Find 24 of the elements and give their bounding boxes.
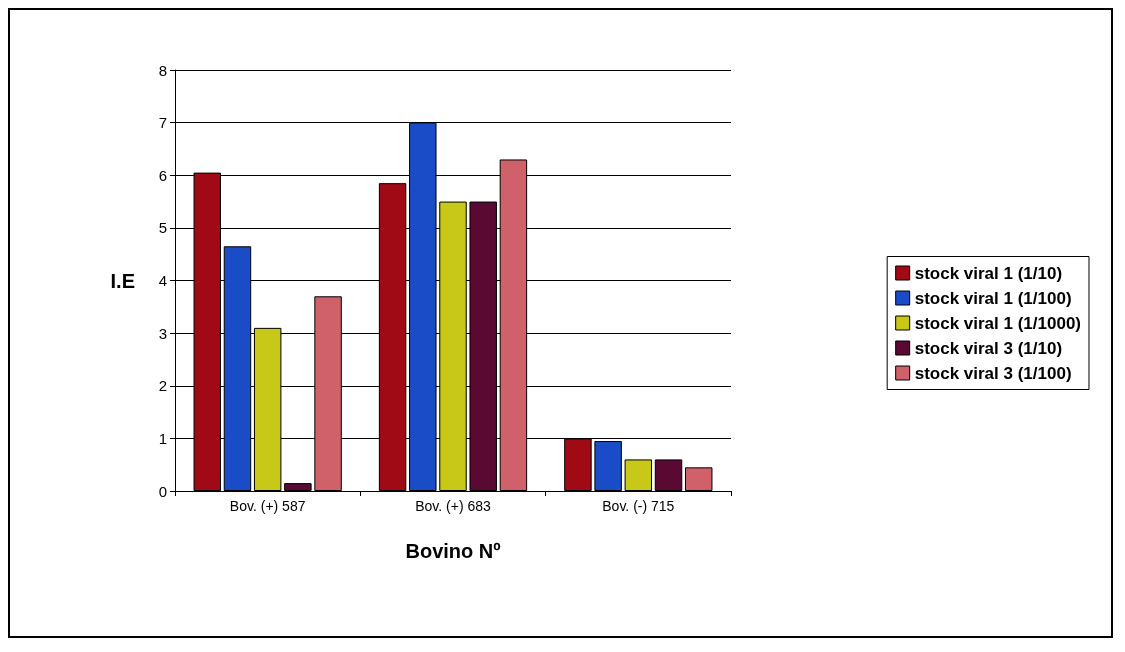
y-tick-label: 1 — [158, 429, 167, 447]
y-tick-label: 3 — [158, 324, 167, 342]
bar — [685, 467, 713, 491]
y-tick-label: 8 — [158, 61, 167, 79]
x-tick-label: Bov. (-) 715 — [602, 498, 675, 514]
x-tick-label: Bov. (+) 683 — [415, 498, 492, 514]
bar — [624, 459, 653, 491]
y-tick-label: 4 — [158, 272, 167, 289]
legend-label: stock viral 1 (1/1000) — [914, 313, 1082, 333]
legend-label: stock viral 3 (1/10) — [914, 338, 1063, 358]
x-axis-title: Bovino Nº — [405, 540, 501, 562]
y-tick-label: 5 — [158, 219, 167, 237]
y-tick-label: 0 — [158, 482, 167, 500]
bar — [594, 441, 622, 491]
bar — [284, 483, 312, 491]
legend-label: stock viral 1 (1/10) — [914, 263, 1063, 283]
y-tick-label: 7 — [158, 114, 167, 132]
legend-label: stock viral 3 (1/100) — [914, 363, 1072, 383]
y-axis-title: I.E — [110, 269, 135, 292]
y-tick-label: 2 — [158, 377, 167, 395]
legend-label: stock viral 1 (1/100) — [914, 288, 1072, 308]
x-tick-label: Bov. (+) 587 — [229, 498, 306, 514]
bar — [654, 459, 683, 491]
y-tick-label: 6 — [158, 166, 167, 184]
